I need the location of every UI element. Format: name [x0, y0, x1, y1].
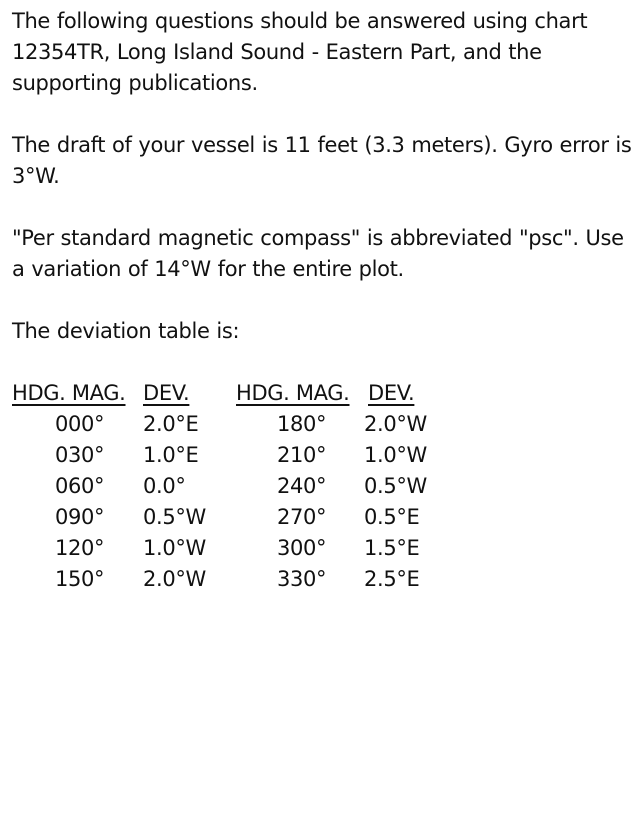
heading-cell: 240° — [277, 474, 327, 498]
deviation-cell: 2.5°E — [364, 567, 420, 591]
deviation-cell: 2.0°W — [364, 412, 427, 436]
heading-cell: 120° — [55, 536, 105, 560]
deviation-cell: 1.5°E — [364, 536, 420, 560]
heading-cell: 000° — [55, 412, 105, 436]
table-row: 030° 1.0°E 210° 1.0°W — [12, 440, 632, 471]
heading-cell: 060° — [55, 474, 105, 498]
deviation-cell: 0.5°E — [364, 505, 420, 529]
heading-cell: 330° — [277, 567, 327, 591]
table-row: 090° 0.5°W 270° 0.5°E — [12, 502, 632, 533]
deviation-cell: 2.0°W — [143, 567, 206, 591]
header-hdg-mag-right: HDG. MAG. — [236, 381, 350, 405]
psc-paragraph: "Per standard magnetic compass" is abbre… — [12, 226, 624, 281]
heading-cell: 090° — [55, 505, 105, 529]
deviation-intro: The deviation table is: — [12, 319, 240, 343]
header-hdg-mag-left: HDG. MAG. — [12, 381, 126, 405]
deviation-table: HDG. MAG. DEV. HDG. MAG. DEV. 000° 2.0°E… — [12, 378, 636, 595]
draft-paragraph: The draft of your vessel is 11 feet (3.3… — [12, 133, 632, 188]
deviation-cell: 0.5°W — [143, 505, 206, 529]
deviation-cell: 2.0°E — [143, 412, 199, 436]
table-row: 120° 1.0°W 300° 1.5°E — [12, 533, 632, 564]
header-dev-right: DEV. — [368, 381, 415, 405]
table-row: 150° 2.0°W 330° 2.5°E — [12, 564, 632, 595]
deviation-cell: 1.0°W — [364, 443, 427, 467]
header-dev-left: DEV. — [143, 381, 190, 405]
table-header-row: HDG. MAG. DEV. HDG. MAG. DEV. — [12, 378, 632, 409]
heading-cell: 030° — [55, 443, 105, 467]
deviation-cell: 1.0°W — [143, 536, 206, 560]
heading-cell: 180° — [277, 412, 327, 436]
intro-paragraph: The following questions should be answer… — [12, 9, 588, 95]
document-page: The following questions should be answer… — [12, 6, 636, 595]
heading-cell: 270° — [277, 505, 327, 529]
table-row: 060° 0.0° 240° 0.5°W — [12, 471, 632, 502]
heading-cell: 300° — [277, 536, 327, 560]
deviation-cell: 1.0°E — [143, 443, 199, 467]
deviation-cell: 0.0° — [143, 474, 186, 498]
heading-cell: 150° — [55, 567, 105, 591]
heading-cell: 210° — [277, 443, 327, 467]
table-row: 000° 2.0°E 180° 2.0°W — [12, 409, 632, 440]
deviation-cell: 0.5°W — [364, 474, 427, 498]
